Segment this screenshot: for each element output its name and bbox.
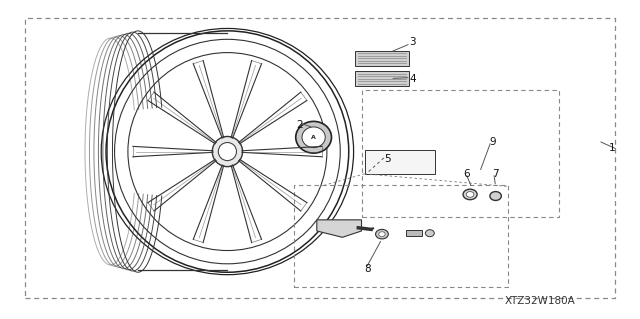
- Text: 8: 8: [365, 264, 371, 274]
- Ellipse shape: [490, 192, 501, 200]
- Text: 1: 1: [609, 143, 616, 153]
- Bar: [406, 230, 422, 236]
- Polygon shape: [317, 220, 362, 237]
- Text: 3: 3: [410, 37, 416, 47]
- Text: 6: 6: [463, 169, 470, 179]
- Text: 4: 4: [410, 73, 416, 84]
- Ellipse shape: [302, 127, 325, 148]
- Ellipse shape: [463, 189, 477, 200]
- Ellipse shape: [379, 232, 385, 236]
- Bar: [365, 150, 435, 174]
- Text: 2: 2: [296, 120, 303, 130]
- Ellipse shape: [296, 122, 332, 153]
- Text: 9: 9: [489, 137, 496, 147]
- Text: 7: 7: [492, 169, 499, 179]
- Ellipse shape: [212, 137, 243, 167]
- Ellipse shape: [467, 192, 474, 197]
- Bar: [355, 50, 410, 66]
- Ellipse shape: [426, 230, 435, 237]
- Bar: [355, 71, 410, 86]
- Ellipse shape: [376, 229, 388, 239]
- Ellipse shape: [218, 143, 237, 160]
- Text: 𝗔: 𝗔: [311, 135, 316, 140]
- Text: XTZ32W180A: XTZ32W180A: [505, 296, 576, 306]
- Text: 5: 5: [384, 154, 390, 165]
